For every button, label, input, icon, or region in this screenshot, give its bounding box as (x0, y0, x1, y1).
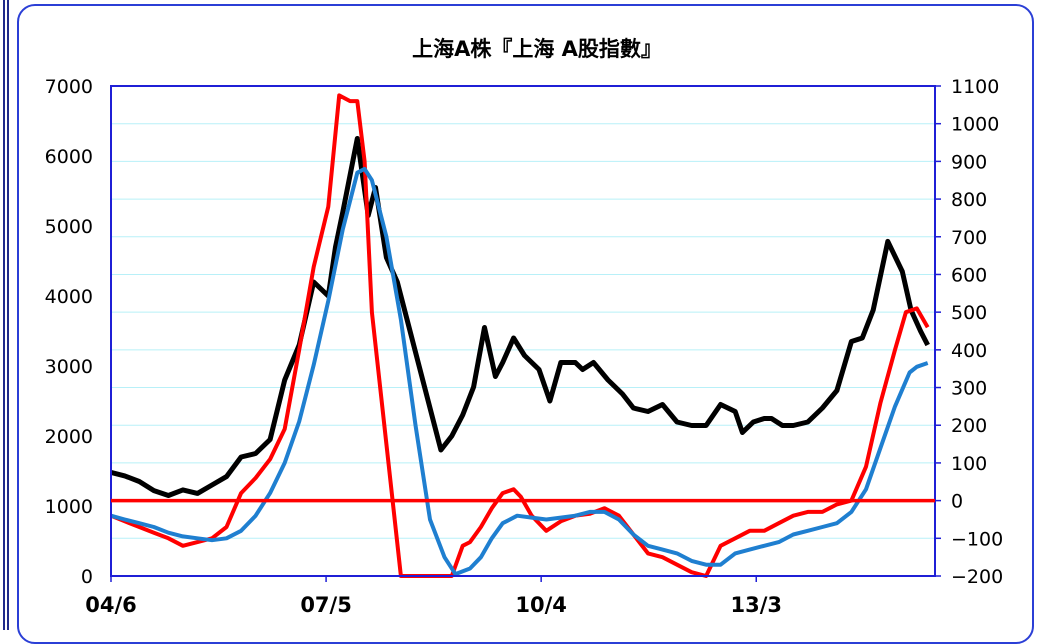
right-axis-ticks: 110010009008007006005004003002001000−100… (935, 76, 1003, 588)
right-tick-label: −200 (951, 566, 1003, 588)
left-tick-label: 1000 (45, 496, 93, 518)
series-layer (111, 93, 930, 578)
left-tick-label: 4000 (45, 286, 93, 308)
x-tick-label: 13/3 (730, 593, 782, 617)
left-tick-label: 6000 (45, 146, 93, 168)
right-tick-label: 200 (951, 415, 987, 437)
chart: 上海A株『上海 A股指數』 70006000500040003000200010… (45, 37, 1004, 617)
index-line (111, 136, 930, 498)
left-tick-label: 3000 (45, 356, 93, 378)
right-tick-label: 500 (951, 302, 987, 324)
x-tick-label: 04/6 (85, 593, 137, 617)
x-tick-label: 10/4 (515, 593, 567, 617)
right-tick-label: 600 (951, 264, 987, 286)
right-tick-label: −100 (951, 528, 1003, 550)
right-tick-label: 0 (951, 491, 963, 513)
plot-area-border (110, 85, 936, 577)
left-tick-label: 2000 (45, 426, 93, 448)
left-tick-label: 5000 (45, 216, 93, 238)
axes (110, 85, 936, 577)
chart-title: 上海A株『上海 A股指數』 (412, 37, 662, 61)
left-border (0, 0, 9, 630)
left-tick-label: 7000 (45, 76, 93, 98)
right-tick-label: 900 (951, 151, 987, 173)
right-tick-label: 300 (951, 378, 987, 400)
left-axis-ticks: 7000 6000 5000 4000 3000 2000 1000 0 (45, 76, 93, 588)
right-tick-label: 100 (951, 453, 987, 475)
right-tick-label: 1100 (951, 76, 999, 98)
right-tick-label: 700 (951, 227, 987, 249)
x-tick-label: 07/5 (300, 593, 352, 617)
right-tick-label: 1000 (951, 114, 999, 136)
right-tick-label: 400 (951, 340, 987, 362)
left-tick-label: 0 (81, 566, 93, 588)
momentum-average-line (111, 166, 929, 577)
right-tick-label: 800 (951, 189, 987, 211)
momentum-line (111, 93, 930, 578)
x-axis-ticks: 04/6 07/5 10/4 13/3 (85, 576, 782, 617)
